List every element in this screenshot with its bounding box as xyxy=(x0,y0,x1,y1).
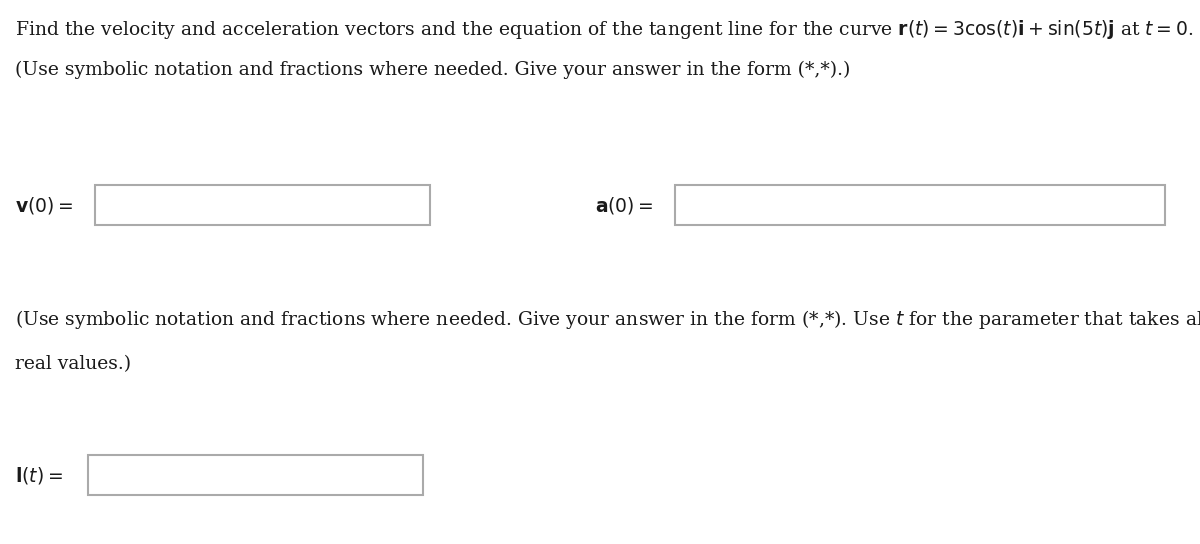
Text: real values.): real values.) xyxy=(14,355,131,373)
FancyBboxPatch shape xyxy=(674,185,1165,225)
Text: (Use symbolic notation and fractions where needed. Give your answer in the form : (Use symbolic notation and fractions whe… xyxy=(14,61,851,79)
FancyBboxPatch shape xyxy=(88,455,424,495)
Text: $\mathbf{l}(t) =$: $\mathbf{l}(t) =$ xyxy=(14,465,62,485)
Text: $\mathbf{a}(0) =$: $\mathbf{a}(0) =$ xyxy=(595,195,654,215)
Text: $\mathbf{v}(0) =$: $\mathbf{v}(0) =$ xyxy=(14,195,73,215)
FancyBboxPatch shape xyxy=(95,185,430,225)
Text: Find the velocity and acceleration vectors and the equation of the tangent line : Find the velocity and acceleration vecto… xyxy=(14,18,1193,41)
Text: (Use symbolic notation and fractions where needed. Give your answer in the form : (Use symbolic notation and fractions whe… xyxy=(14,308,1200,331)
